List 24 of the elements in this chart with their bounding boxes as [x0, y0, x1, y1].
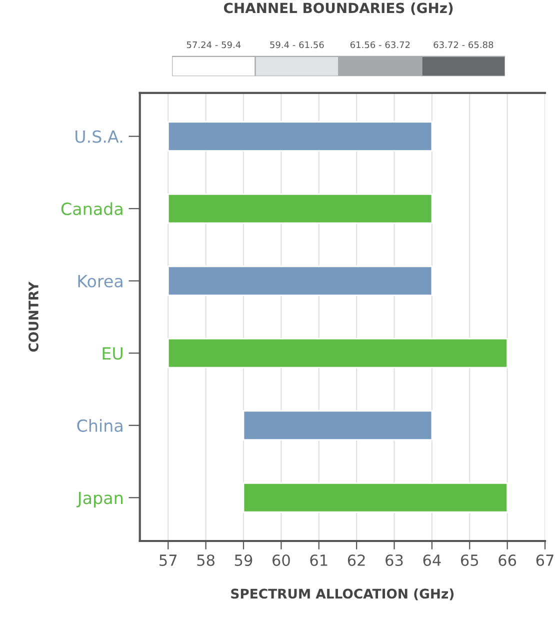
category-label: 61.56 - 63.72: [350, 41, 410, 48]
y-tick-label: Korea: [78, 275, 122, 288]
y-tick-label: Japan: [76, 492, 122, 508]
y-tick-label: EU: [102, 347, 122, 360]
x-tick-label: 64: [423, 554, 441, 566]
y-tick-label: U.S.A.: [76, 130, 122, 143]
x-tick-label: 63: [386, 554, 403, 566]
x-tick-label: 57: [160, 554, 177, 566]
x-tick-label: 60: [272, 554, 290, 566]
x-tick-label: 58: [197, 554, 214, 566]
x-tick-label: 67: [536, 554, 554, 566]
y-axis-title: COUNTRY: [28, 282, 38, 352]
text: CHANNEL BOUNDARIES (GHz): [224, 2, 453, 15]
x-axis-title: SPECTRUM ALLOCATION (GHz): [231, 588, 454, 600]
x-tick-label: 65: [460, 554, 478, 566]
x-tick-label: 62: [348, 554, 365, 566]
y-tick-label: Canada: [61, 202, 122, 216]
category-label: 59.4 - 61.56: [270, 41, 324, 48]
x-tick-label: 66: [498, 554, 516, 566]
category-label: 63.72 - 65.88: [434, 41, 494, 48]
category-label: 57.24 - 59.4: [186, 41, 241, 48]
x-tick-label: 61: [310, 554, 328, 566]
y-tick-label: China: [77, 419, 122, 432]
x-tick-label: 59: [234, 554, 252, 566]
